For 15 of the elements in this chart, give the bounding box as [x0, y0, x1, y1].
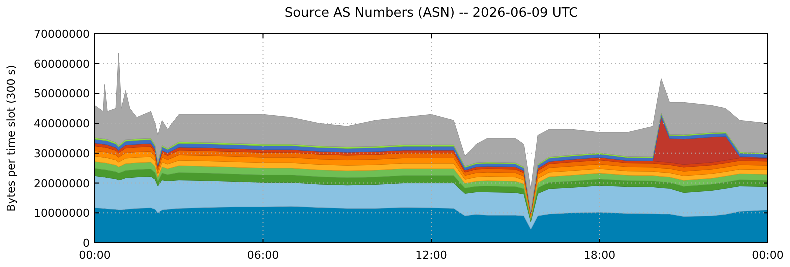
y-tick-label: 50000000 [34, 88, 90, 101]
y-tick-label: 20000000 [34, 177, 90, 190]
x-tick-label: 00:00 [752, 249, 784, 262]
chart-title: Source AS Numbers (ASN) -- 2026-06-09 UTC [284, 6, 578, 21]
y-axis-title: Bytes per time slot (300 s) [5, 65, 18, 212]
y-tick-label: 40000000 [34, 118, 90, 131]
x-tick-label: 00:00 [79, 249, 111, 262]
x-tick-label: 12:00 [416, 249, 448, 262]
y-tick-label: 30000000 [34, 147, 90, 160]
y-tick-label: 60000000 [34, 58, 90, 71]
x-tick-label: 06:00 [247, 249, 280, 262]
y-tick-label: 10000000 [34, 207, 90, 220]
y-tick-label: 0 [83, 237, 90, 250]
y-tick-label: 70000000 [34, 28, 90, 41]
x-tick-label: 18:00 [584, 249, 616, 262]
